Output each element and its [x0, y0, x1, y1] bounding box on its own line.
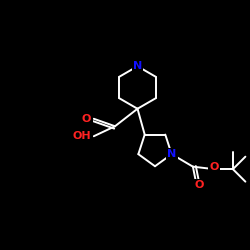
Text: N: N	[167, 149, 176, 159]
Text: OH: OH	[72, 131, 91, 141]
Text: O: O	[82, 114, 91, 124]
Text: O: O	[210, 162, 219, 172]
Text: N: N	[133, 61, 142, 71]
Text: O: O	[194, 180, 204, 190]
